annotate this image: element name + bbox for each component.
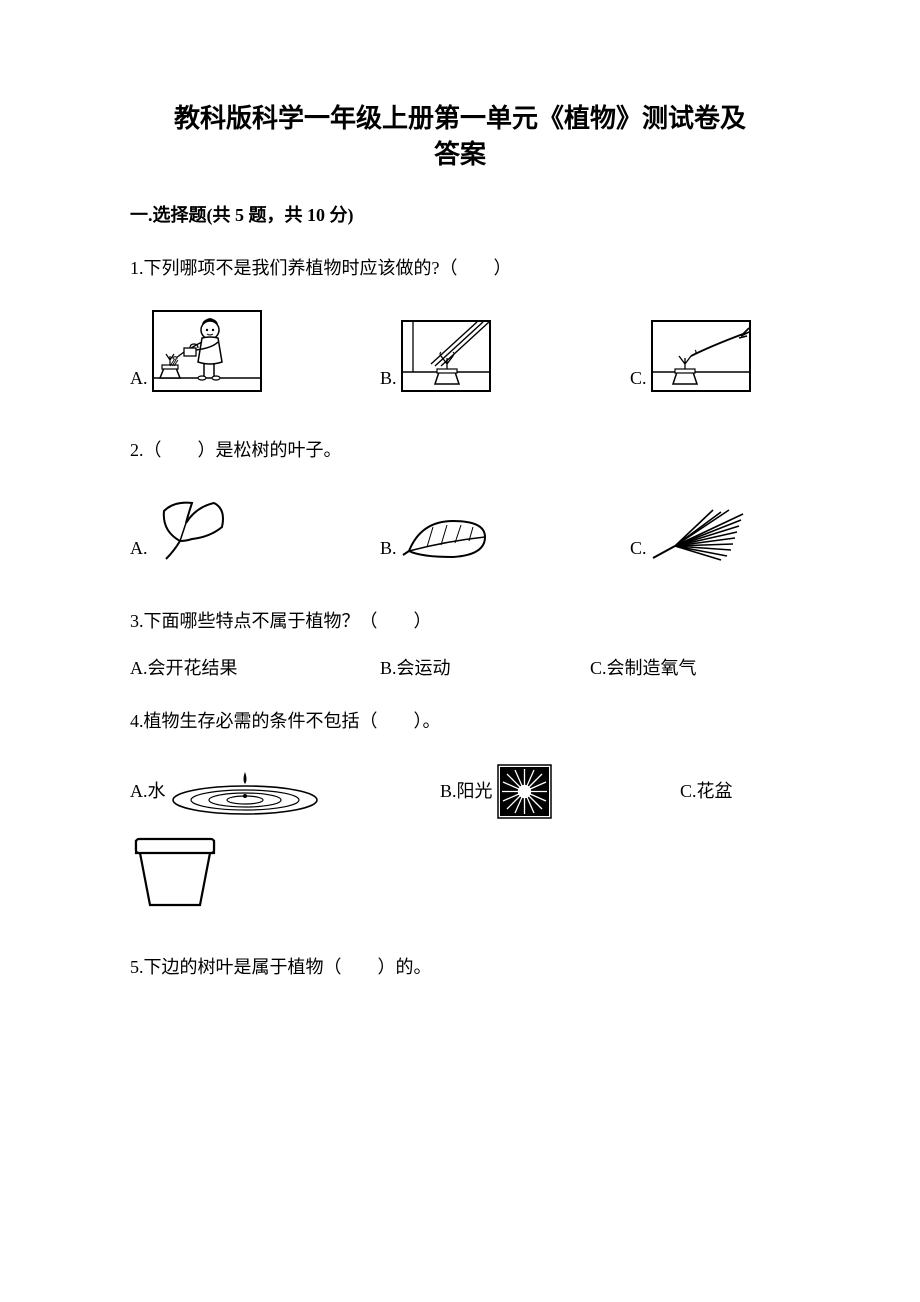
question-2: 2.（ ）是松树的叶子。 A. B. bbox=[130, 436, 790, 563]
question-3-text: 3.下面哪些特点不属于植物？（ ） bbox=[130, 607, 790, 636]
question-1-text: 1.下列哪项不是我们养植物时应该做的?（ ） bbox=[130, 254, 790, 283]
q1-option-b-label: B. bbox=[380, 364, 397, 393]
q4-option-b-label: B.阳光 bbox=[440, 777, 493, 806]
title-line2: 答案 bbox=[130, 136, 790, 172]
question-1: 1.下列哪项不是我们养植物时应该做的?（ ） A. bbox=[130, 254, 790, 393]
q4-option-c-label: C.花盆 bbox=[680, 777, 733, 806]
q2-option-b-label: B. bbox=[380, 534, 397, 563]
title-line1: 教科版科学一年级上册第一单元《植物》测试卷及 bbox=[130, 100, 790, 136]
q1-option-c-image bbox=[651, 320, 751, 392]
question-5-text: 5.下边的树叶是属于植物（ ）的。 bbox=[130, 953, 790, 982]
q2-option-c-label: C. bbox=[630, 534, 647, 563]
q1-option-a-image bbox=[152, 310, 262, 392]
q1-option-c-label: C. bbox=[630, 364, 647, 393]
question-3: 3.下面哪些特点不属于植物？（ ） A.会开花结果 B.会运动 C.会制造氧气 bbox=[130, 607, 790, 683]
question-4-text: 4.植物生存必需的条件不包括（ ）。 bbox=[130, 707, 790, 736]
question-4: 4.植物生存必需的条件不包括（ ）。 A.水 bbox=[130, 707, 790, 909]
question-2-text: 2.（ ）是松树的叶子。 bbox=[130, 436, 790, 465]
q2-option-b-image bbox=[401, 513, 491, 563]
q1-option-a-label: A. bbox=[130, 364, 148, 393]
q3-option-c: C.会制造氧气 bbox=[590, 654, 697, 683]
q4-flowerpot-image bbox=[130, 833, 220, 909]
q4-option-a-image bbox=[170, 766, 320, 816]
q3-option-b: B.会运动 bbox=[380, 654, 590, 683]
q2-option-c-image bbox=[651, 508, 746, 563]
section-1-heading: 一.选择题(共 5 题，共 10 分) bbox=[130, 201, 790, 230]
q2-option-a-label: A. bbox=[130, 534, 148, 563]
q2-option-a-image bbox=[152, 493, 237, 563]
q4-option-a-label: A.水 bbox=[130, 777, 166, 806]
q3-option-a: A.会开花结果 bbox=[130, 654, 380, 683]
q4-option-b-image bbox=[497, 764, 552, 819]
q1-option-b-image bbox=[401, 320, 491, 392]
question-5: 5.下边的树叶是属于植物（ ）的。 bbox=[130, 953, 790, 982]
